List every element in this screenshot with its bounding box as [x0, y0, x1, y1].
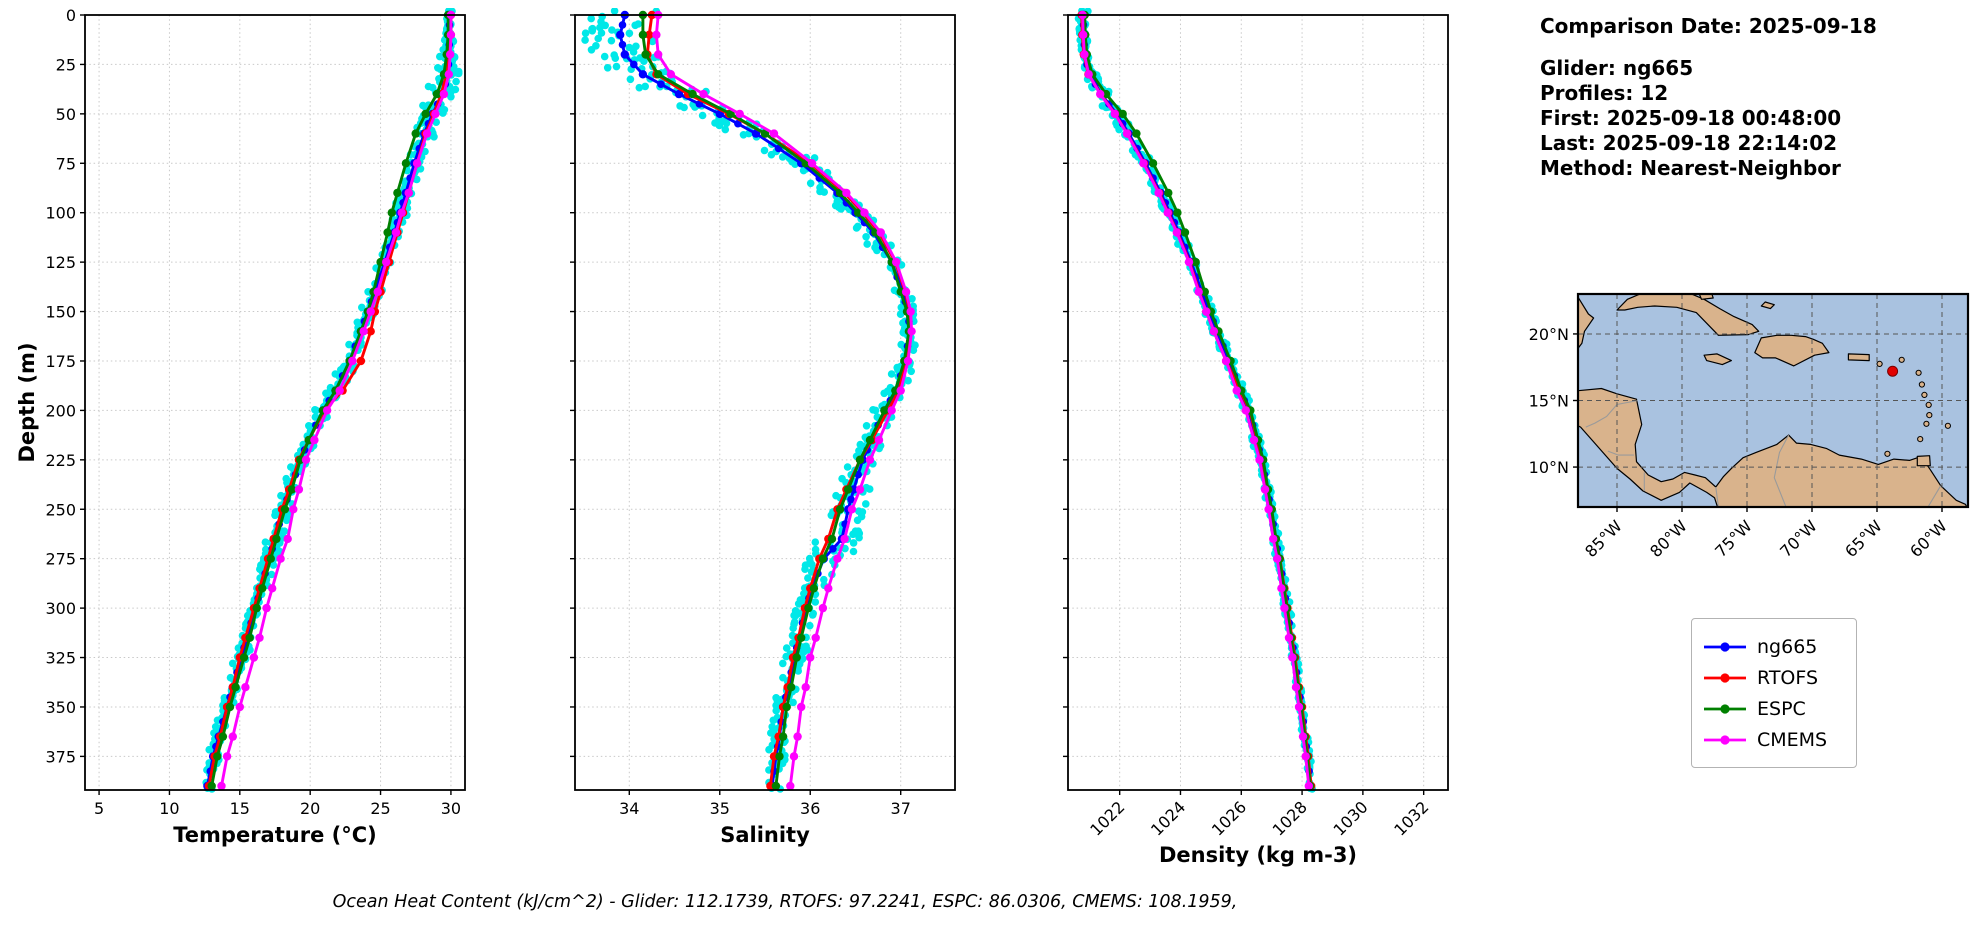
- svg-text:37: 37: [891, 799, 911, 818]
- series-RTOFS: [643, 10, 914, 791]
- location-map-inset: 20°N 15°N 10°N 85°W 80°W 75°W 70°W 65°W 60°W: [1529, 292, 1970, 561]
- legend-item-ESPC: ESPC: [1702, 693, 1846, 724]
- legend: ng665 RTOFS ESPC CMEMS: [1691, 618, 1857, 768]
- y-axis-label: Depth (m): [18, 342, 39, 462]
- last-profile-time: Last: 2025-09-18 22:14:02: [1540, 131, 1838, 155]
- svg-text:0: 0: [66, 8, 76, 25]
- svg-text:300: 300: [45, 599, 76, 618]
- svg-text:70°W: 70°W: [1776, 516, 1821, 561]
- series-glider-raw: [1074, 8, 1316, 793]
- svg-text:1032: 1032: [1390, 797, 1432, 839]
- temperature-profile-chart: 5 10 15 20 25 3002550751001251501752002252502…: [18, 8, 466, 847]
- legend-label: CMEMS: [1757, 728, 1828, 751]
- plot-frame: [574, 14, 956, 791]
- svg-text:50: 50: [56, 105, 76, 124]
- legend-line-marker-icon: [1704, 734, 1746, 745]
- series-RTOFS: [1077, 10, 1316, 791]
- density-profile-chart: 1022 1024 1026 1028 1030 1032 Density (kg m-3): [1063, 8, 1449, 867]
- legend-label: ESPC: [1757, 697, 1806, 720]
- svg-text:20: 20: [300, 799, 320, 818]
- svg-text:225: 225: [45, 451, 76, 470]
- svg-text:20°N: 20°N: [1529, 325, 1569, 344]
- svg-text:30: 30: [441, 799, 461, 818]
- svg-text:75°W: 75°W: [1711, 516, 1756, 561]
- svg-text:15: 15: [230, 799, 250, 818]
- svg-text:35: 35: [710, 799, 730, 818]
- svg-text:250: 250: [45, 500, 76, 519]
- svg-text:1028: 1028: [1269, 797, 1311, 839]
- x-axis-label: Density (kg m-3): [1159, 843, 1357, 867]
- svg-text:10: 10: [159, 799, 179, 818]
- svg-text:350: 350: [45, 698, 76, 717]
- profiles-count: Profiles: 12: [1540, 81, 1669, 105]
- legend-label: ng665: [1757, 635, 1818, 658]
- map-canvas: [1578, 294, 1968, 507]
- glider-name: Glider: ng665: [1540, 56, 1694, 80]
- axis-ticks-and-labels: 34 35 36 37: [570, 14, 911, 818]
- legend-item-ng665: ng665: [1702, 631, 1846, 662]
- legend-line-marker-icon: [1704, 703, 1746, 714]
- svg-text:15°N: 15°N: [1529, 392, 1569, 411]
- svg-text:75: 75: [56, 154, 76, 173]
- series-CMEMS: [217, 10, 456, 791]
- svg-text:5: 5: [94, 799, 104, 818]
- series-ESPC: [638, 10, 914, 791]
- legend-line-marker-icon: [1704, 672, 1746, 683]
- legend-item-CMEMS: CMEMS: [1702, 724, 1846, 755]
- svg-text:60°W: 60°W: [1906, 516, 1951, 561]
- svg-text:325: 325: [45, 649, 76, 668]
- series-CMEMS: [1078, 10, 1313, 791]
- svg-text:1026: 1026: [1208, 797, 1250, 839]
- first-profile-time: First: 2025-09-18 00:48:00: [1540, 106, 1842, 130]
- svg-text:100: 100: [45, 204, 76, 223]
- legend-label: RTOFS: [1757, 666, 1819, 689]
- gridlines: [575, 14, 955, 790]
- svg-text:1022: 1022: [1086, 797, 1128, 839]
- svg-text:34: 34: [619, 799, 639, 818]
- svg-text:25: 25: [370, 799, 390, 818]
- svg-text:85°W: 85°W: [1581, 516, 1626, 561]
- series-CMEMS: [652, 10, 916, 791]
- glider-position-marker: [1887, 365, 1899, 377]
- svg-text:125: 125: [45, 253, 76, 272]
- method: Method: Nearest-Neighbor: [1540, 156, 1841, 180]
- legend-item-RTOFS: RTOFS: [1702, 662, 1846, 693]
- svg-text:1024: 1024: [1147, 797, 1189, 839]
- svg-text:65°W: 65°W: [1841, 516, 1886, 561]
- plot-frame: [1067, 14, 1449, 791]
- gridlines: [85, 14, 465, 790]
- salinity-profile-chart: 34 35 36 37 Salinity: [570, 8, 956, 847]
- svg-text:10°N: 10°N: [1529, 458, 1569, 477]
- svg-text:200: 200: [45, 401, 76, 420]
- axis-ticks-and-labels: 1022 1024 1026 1028 1030 1032: [1063, 14, 1433, 840]
- svg-text:375: 375: [45, 747, 76, 766]
- series-ESPC: [207, 10, 453, 791]
- svg-text:36: 36: [800, 799, 820, 818]
- legend-line-marker-icon: [1704, 641, 1746, 652]
- svg-text:1030: 1030: [1329, 797, 1371, 839]
- svg-text:275: 275: [45, 550, 76, 569]
- svg-text:25: 25: [56, 55, 76, 74]
- info-panel: Comparison Date: 2025-09-18 Glider: ng66…: [1540, 14, 1970, 181]
- info-spacer: [1540, 39, 1970, 56]
- axis-ticks-and-labels: 5 10 15 20 25 3002550751001251501752002252502…: [45, 8, 461, 818]
- svg-text:150: 150: [45, 303, 76, 322]
- plot-frame: [84, 14, 466, 791]
- svg-text:80°W: 80°W: [1646, 516, 1691, 561]
- x-axis-label: Temperature (°C): [173, 823, 376, 847]
- ocean-heat-content-footer: Ocean Heat Content (kJ/cm^2) - Glider: 1…: [332, 892, 1238, 912]
- comparison-date: Comparison Date: 2025-09-18: [1540, 14, 1877, 38]
- x-axis-label: Salinity: [720, 823, 810, 847]
- svg-text:175: 175: [45, 352, 76, 371]
